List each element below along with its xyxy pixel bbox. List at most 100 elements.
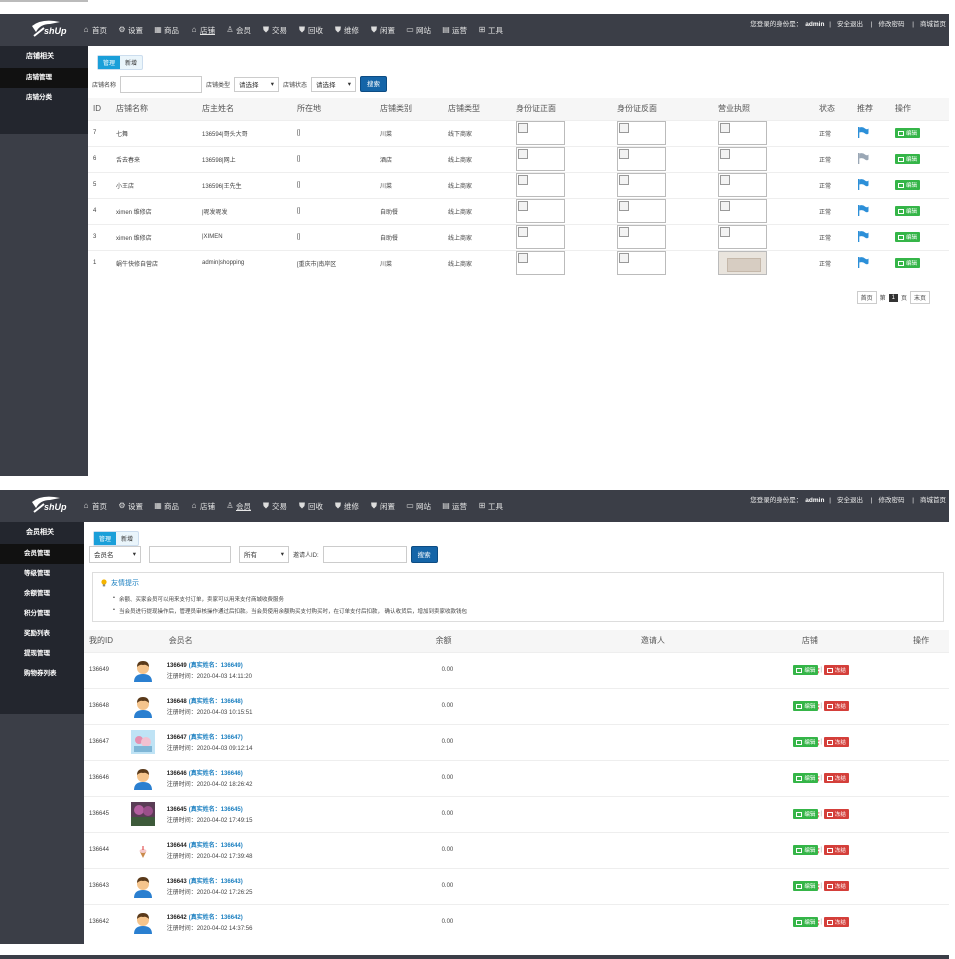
license-image[interactable] (718, 147, 767, 171)
freeze-button[interactable]: 冻结 (823, 809, 849, 819)
freeze-button[interactable]: 冻结 (823, 881, 849, 891)
nav-item-4[interactable]: ♙ 会员 (226, 25, 251, 36)
edit-button[interactable]: 编辑 (793, 737, 819, 747)
license-image[interactable] (718, 199, 767, 223)
edit-button[interactable]: 编辑 (895, 258, 921, 269)
nav-item-7[interactable]: ⛊ 维修 (334, 25, 359, 36)
change-password-link[interactable]: 修改密码 (878, 497, 905, 504)
tab-add[interactable]: 新增 (125, 61, 138, 67)
shop-home-link[interactable]: 商城首页 (920, 497, 946, 504)
sidebar-item-shop-manage[interactable]: 店铺管理 (0, 68, 88, 88)
nav-item-8[interactable]: ⛊ 闲置 (370, 501, 395, 512)
id-front-image[interactable] (516, 173, 565, 197)
shop-name-input[interactable] (120, 75, 203, 93)
search-button[interactable]: 搜索 (410, 545, 438, 563)
last-page-button[interactable]: 末页 (909, 291, 930, 304)
license-image[interactable] (718, 251, 767, 276)
edit-button[interactable]: 编辑 (895, 232, 921, 242)
tab-add[interactable]: 新增 (121, 537, 134, 543)
sidebar-item-2[interactable]: 余额管理 (24, 590, 50, 597)
shop-home-link[interactable]: 商城首页 (920, 21, 946, 28)
nav-item-1[interactable]: ⚙ 设置 (118, 25, 143, 36)
field-select[interactable]: 会员名 ▾ (89, 545, 141, 563)
logo[interactable]: shUp (30, 18, 74, 42)
nav-item-11[interactable]: ⊞ 工具 (478, 501, 503, 512)
current-page[interactable]: 1 (888, 293, 898, 302)
nav-item-5[interactable]: ⛊ 交易 (262, 25, 287, 36)
license-image[interactable] (718, 121, 767, 145)
id-back-image[interactable] (617, 199, 666, 223)
id-front-image[interactable] (516, 147, 565, 171)
freeze-button[interactable]: 冻结 (823, 737, 849, 747)
id-back-image[interactable] (617, 173, 666, 197)
nav-item-8[interactable]: ⛊ 闲置 (370, 25, 395, 36)
flag-icon[interactable] (857, 256, 869, 268)
edit-button[interactable]: 编辑 (793, 809, 819, 819)
tab-manage[interactable]: 管理 (94, 532, 117, 545)
nav-item-9[interactable]: ▭ 网站 (406, 25, 431, 36)
flag-icon[interactable] (857, 230, 869, 242)
edit-button[interactable]: 编辑 (793, 845, 819, 855)
license-image[interactable] (718, 225, 767, 249)
sidebar-item-6[interactable]: 购物券列表 (24, 670, 57, 677)
edit-button[interactable]: 编辑 (895, 128, 921, 138)
change-password-link[interactable]: 修改密码 (878, 21, 905, 28)
nav-item-0[interactable]: ⌂ 首页 (82, 25, 107, 36)
freeze-button[interactable]: 冻结 (823, 917, 849, 928)
freeze-button[interactable]: 冻结 (823, 701, 849, 711)
edit-button[interactable]: 编辑 (793, 665, 819, 675)
id-front-image[interactable] (516, 121, 565, 145)
scope-select[interactable]: 所有 ▾ (239, 545, 289, 563)
id-back-image[interactable] (617, 225, 666, 249)
edit-button[interactable]: 编辑 (895, 206, 921, 216)
flag-icon[interactable] (857, 204, 869, 216)
logo[interactable]: shUp (30, 494, 74, 518)
first-page-button[interactable]: 首页 (856, 291, 877, 304)
nav-item-4[interactable]: ♙ 会员 (226, 501, 251, 512)
nav-item-6[interactable]: ⛊ 回收 (298, 25, 323, 36)
nav-item-2[interactable]: ▦ 商品 (154, 501, 179, 512)
nav-item-3[interactable]: ⌂ 店铺 (190, 25, 215, 36)
sidebar-item-4[interactable]: 奖励列表 (24, 630, 50, 637)
edit-button[interactable]: 编辑 (793, 917, 819, 928)
freeze-button[interactable]: 冻结 (823, 773, 849, 783)
nav-item-7[interactable]: ⛊ 维修 (334, 501, 359, 512)
nav-item-1[interactable]: ⚙ 设置 (118, 501, 143, 512)
id-front-image[interactable] (516, 199, 565, 223)
nav-item-3[interactable]: ⌂ 店铺 (190, 501, 215, 512)
id-back-image[interactable] (617, 251, 666, 276)
freeze-button[interactable]: 冻结 (823, 845, 849, 855)
nav-item-11[interactable]: ⊞ 工具 (478, 25, 503, 36)
edit-button[interactable]: 编辑 (793, 701, 819, 711)
id-front-image[interactable] (516, 225, 565, 249)
edit-button[interactable]: 编辑 (895, 180, 921, 190)
edit-button[interactable]: 编辑 (895, 154, 921, 164)
edit-button[interactable]: 编辑 (793, 773, 819, 783)
license-image[interactable] (718, 173, 767, 197)
edit-button[interactable]: 编辑 (793, 881, 819, 891)
shop-type-select[interactable]: 请选择 ▾ (234, 76, 280, 92)
logout-link[interactable]: 安全退出 (836, 497, 863, 504)
search-button[interactable]: 搜索 (360, 76, 388, 92)
logout-link[interactable]: 安全退出 (836, 21, 863, 28)
freeze-button[interactable]: 冻结 (823, 665, 849, 675)
sidebar-item-3[interactable]: 积分管理 (24, 610, 50, 617)
id-back-image[interactable] (617, 147, 666, 171)
nav-item-10[interactable]: ▤ 运营 (442, 501, 467, 512)
sidebar-item-shop-category[interactable]: 店铺分类 (26, 94, 52, 101)
nav-item-0[interactable]: ⌂ 首页 (82, 501, 107, 512)
sidebar-item-1[interactable]: 等级管理 (24, 570, 50, 577)
sidebar-item-5[interactable]: 提现管理 (24, 650, 50, 657)
nav-item-6[interactable]: ⛊ 回收 (298, 501, 323, 512)
nav-item-9[interactable]: ▭ 网站 (406, 501, 431, 512)
nav-item-2[interactable]: ▦ 商品 (154, 25, 179, 36)
flag-icon[interactable] (857, 152, 869, 164)
shop-status-select[interactable]: 请选择 ▾ (311, 76, 357, 92)
nav-item-5[interactable]: ⛊ 交易 (262, 501, 287, 512)
flag-icon[interactable] (857, 178, 869, 190)
id-back-image[interactable] (617, 121, 666, 145)
nav-item-10[interactable]: ▤ 运营 (442, 25, 467, 36)
id-front-image[interactable] (516, 251, 565, 276)
sidebar-item-0[interactable]: 会员管理 (0, 544, 84, 564)
inviter-input[interactable] (322, 545, 407, 563)
